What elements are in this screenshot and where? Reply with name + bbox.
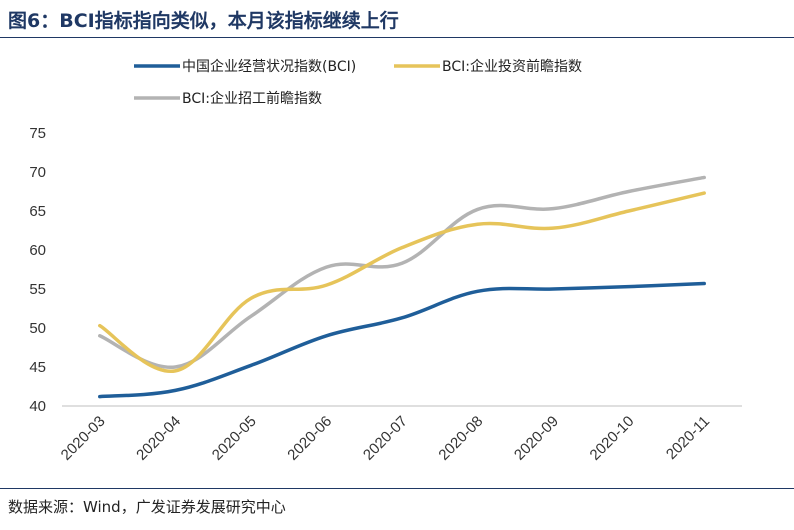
y-tick-label: 60 <box>29 242 46 259</box>
chart-title: 图6：BCI指标指向类似，本月该指标继续上行 <box>8 10 399 32</box>
y-tick-label: 70 <box>29 164 46 181</box>
x-tick-label: 2020-03 <box>58 413 109 464</box>
legend-label: BCI:企业招工前瞻指数 <box>182 90 322 107</box>
legend-label: 中国企业经营状况指数(BCI) <box>182 58 356 75</box>
y-tick-label: 40 <box>29 398 46 415</box>
series-line-1 <box>98 281 706 399</box>
x-tick-label: 2020-07 <box>360 413 411 464</box>
y-tick-label: 65 <box>29 203 46 220</box>
x-axis-ticks: 2020-03 2020-04 2020-05 2020-06 2020-07 2020-… <box>58 413 713 464</box>
x-tick-label: 2020-10 <box>587 413 638 464</box>
footer-divider <box>0 488 794 489</box>
series-line-3 <box>98 175 706 369</box>
y-tick-label: 75 <box>29 125 46 142</box>
x-tick-label: 2020-09 <box>511 413 562 464</box>
source-note: 数据来源：Wind，广发证券发展研究中心 <box>8 498 286 516</box>
x-tick-label: 2020-08 <box>435 413 486 464</box>
y-tick-label: 50 <box>29 320 46 337</box>
y-tick-label: 55 <box>29 281 46 298</box>
title-divider <box>0 37 794 38</box>
series-line-2 <box>98 191 706 373</box>
y-axis-ticks: 40 45 50 55 60 65 70 75 <box>29 125 46 415</box>
x-tick-label: 2020-05 <box>209 413 260 464</box>
y-tick-label: 45 <box>29 359 46 376</box>
x-tick-label: 2020-04 <box>133 413 184 464</box>
legend-label: BCI:企业投资前瞻指数 <box>442 58 582 75</box>
legend: 中国企业经营状况指数(BCI) BCI:企业投资前瞻指数 BCI:企业招工前瞻指数 <box>134 58 582 107</box>
x-tick-label: 2020-11 <box>663 413 713 463</box>
line-chart: 中国企业经营状况指数(BCI) BCI:企业投资前瞻指数BCI:企业招工前瞻指数 … <box>29 58 742 464</box>
x-tick-label: 2020-06 <box>284 413 335 464</box>
series-lines <box>98 175 706 399</box>
